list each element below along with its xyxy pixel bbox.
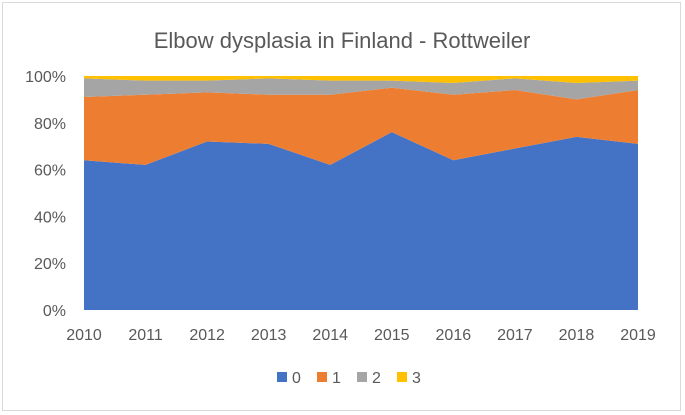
legend-swatch-2: [357, 372, 367, 382]
chart-border: [2, 2, 681, 411]
area-series-3: [84, 76, 638, 84]
legend-swatch-3: [397, 372, 407, 382]
legend-label-1: 1: [332, 370, 341, 387]
x-tick-label: 2013: [251, 327, 287, 344]
y-tick-label: 60%: [34, 163, 66, 180]
y-tick-label: 80%: [34, 116, 66, 133]
x-tick-label: 2017: [497, 327, 533, 344]
legend-label-0: 0: [292, 370, 301, 387]
x-tick-label: 2016: [436, 327, 472, 344]
area-series-0: [84, 132, 638, 310]
legend-swatch-0: [277, 372, 287, 382]
y-tick-label: 20%: [34, 256, 66, 273]
y-tick-label: 0%: [43, 303, 66, 320]
legend-swatch-1: [317, 372, 327, 382]
y-tick-label: 40%: [34, 209, 66, 226]
x-tick-label: 2011: [128, 327, 163, 344]
x-tick-label: 2018: [559, 327, 595, 344]
area-series-1: [84, 87, 638, 165]
legend-label-3: 3: [412, 370, 421, 387]
x-tick-label: 2015: [374, 327, 410, 344]
chart-title: Elbow dysplasia in Finland - Rottweiler: [154, 28, 531, 53]
x-tick-label: 2014: [312, 327, 348, 344]
y-tick-label: 100%: [25, 69, 66, 86]
area-series-2: [84, 78, 638, 100]
legend-label-2: 2: [372, 370, 381, 387]
x-tick-label: 2019: [620, 327, 656, 344]
x-tick-label: 2012: [189, 327, 225, 344]
x-tick-label: 2010: [66, 327, 102, 344]
